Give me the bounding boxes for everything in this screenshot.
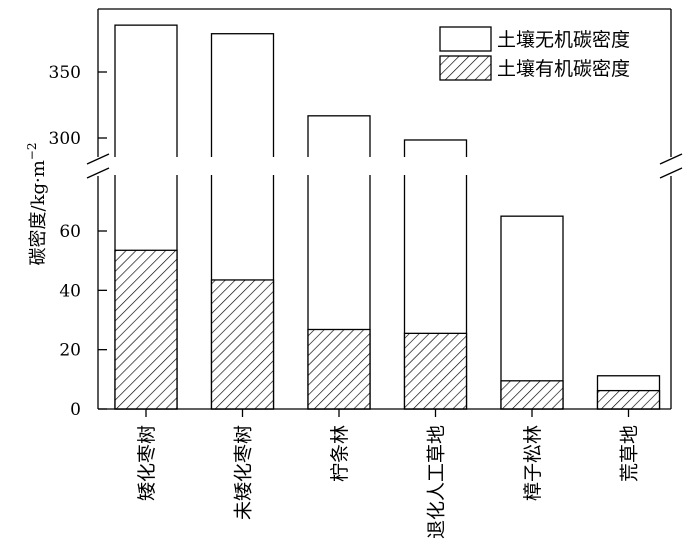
y-tick-label-60: 60 (59, 222, 81, 242)
legend-swatch-organic (439, 55, 492, 81)
x-axis-labels: 矮化枣树 未矮化枣树 柠条林 退化人工草地 樟子松林 荒草地 (136, 409, 641, 539)
bar-organic-5 (500, 380, 564, 410)
legend-label-inorganic: 土壤无机碳密度 (497, 29, 630, 51)
axis-break-marks (86, 153, 683, 179)
bar-organic-1 (114, 249, 178, 410)
x-category-label-4: 退化人工草地 (426, 425, 448, 539)
bar-inorganic-5 (500, 215, 564, 410)
y-tick-label-40: 40 (59, 281, 81, 301)
x-category-label-6: 荒草地 (619, 425, 641, 482)
break-mark-left-1 (86, 153, 110, 165)
legend-label-organic: 土壤有机碳密度 (497, 58, 630, 80)
x-category-label-3: 柠条林 (329, 425, 351, 482)
axis-break-gap-4 (403, 157, 468, 175)
y-axis-label: 碳密度/kg·m−2 (25, 143, 49, 266)
legend: 土壤无机碳密度 土壤有机碳密度 (439, 26, 630, 81)
axis-break-gap-2 (210, 157, 275, 175)
x-category-label-1: 矮化枣树 (136, 425, 158, 501)
bar-organic-6 (596, 389, 661, 410)
axis-break-gap-3 (307, 157, 371, 175)
y-tick-label-350: 350 (49, 63, 81, 83)
bar-organic-2 (210, 279, 275, 410)
bar-organic-3 (307, 328, 371, 410)
y-axis-label-text: 碳密度/kg·m (28, 160, 49, 265)
legend-swatch-inorganic (439, 26, 492, 52)
bar-organic-4 (403, 332, 468, 410)
break-mark-right-1 (659, 153, 683, 165)
bar-group (114, 24, 661, 410)
x-category-label-5: 樟子松林 (522, 425, 544, 501)
y-tick-label-0: 0 (70, 400, 81, 420)
break-mark-left-2 (86, 167, 110, 179)
break-mark-right-2 (659, 167, 683, 179)
axis-break-gap-1 (114, 157, 178, 175)
x-category-label-2: 未矮化枣树 (233, 425, 255, 520)
y-tick-label-300: 300 (49, 129, 81, 149)
y-tick-label-20: 20 (59, 341, 81, 361)
plot-frame (97, 8, 672, 410)
svg-text:碳密度/kg·m−2: 碳密度/kg·m−2 (25, 143, 49, 266)
y-axis-label-exponent: −2 (25, 143, 39, 161)
y-axis-ticks: 0 20 40 60 300 350 (49, 63, 107, 420)
